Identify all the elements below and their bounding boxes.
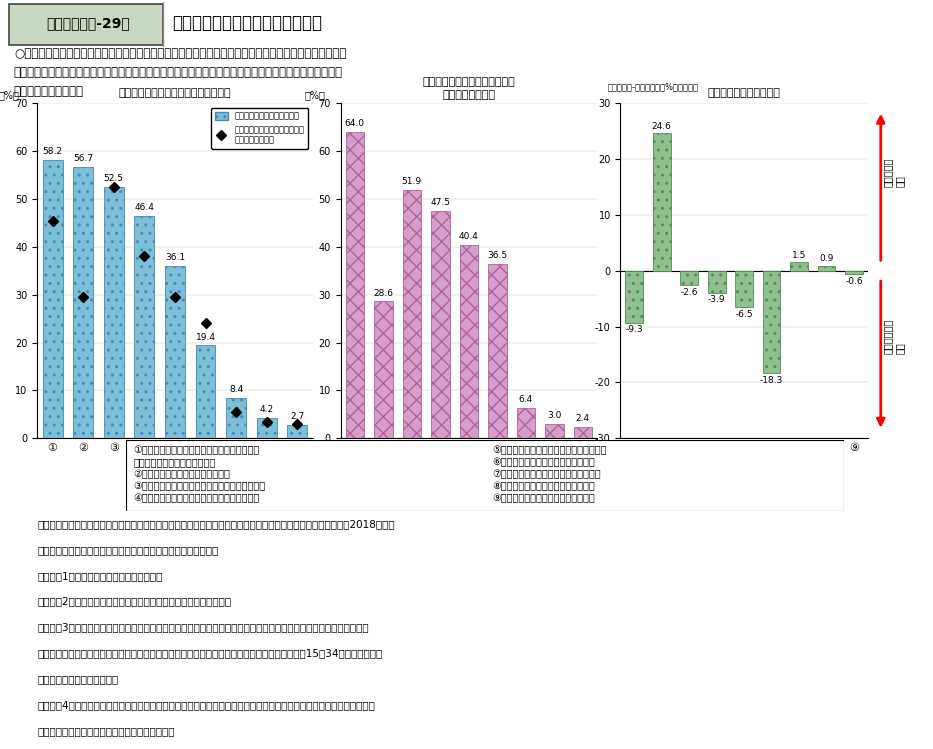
- Text: 64.0: 64.0: [345, 119, 365, 128]
- Text: 経験を積ませる」については、管理職希望者が重要だと考えているにもかかわらず、企業が十分に認: 経験を積ませる」については、管理職希望者が重要だと考えているにもかかわらず、企業…: [14, 66, 343, 79]
- Text: （%）: （%）: [0, 90, 20, 100]
- Text: に限定している。: に限定している。: [37, 674, 118, 684]
- Text: 資料出所　（独）労働政策研究・研修機構「多様な働き方の進展と人材マネジメントの在り方に関する調査」（2018年）の: 資料出所 （独）労働政策研究・研修機構「多様な働き方の進展と人材マネジメントの在…: [37, 519, 395, 529]
- Text: -18.3: -18.3: [759, 376, 783, 385]
- FancyBboxPatch shape: [9, 4, 163, 45]
- Text: 58.2: 58.2: [43, 147, 63, 156]
- Text: 2.4: 2.4: [576, 414, 590, 423]
- Text: る管理職の育成方法」を引いたもの。: る管理職の育成方法」を引いたもの。: [37, 726, 174, 736]
- Bar: [196, 345, 216, 438]
- FancyBboxPatch shape: [126, 440, 844, 511]
- Text: 2）左図は企業調査票をもとに集計した結果となっている。: 2）左図は企業調査票をもとに集計した結果となっている。: [37, 596, 231, 607]
- Bar: [134, 216, 154, 438]
- Text: 3.0: 3.0: [547, 411, 562, 420]
- Bar: [43, 160, 63, 438]
- Bar: [165, 265, 185, 438]
- Text: （%）: （%）: [304, 90, 326, 100]
- Text: （注）　1）複数回答の結果を示している。: （注） 1）複数回答の結果を示している。: [37, 571, 162, 580]
- Bar: [653, 133, 671, 271]
- Text: ②選抜型研修に優先的に参加させる: ②選抜型研修に優先的に参加させる: [133, 470, 230, 479]
- Bar: [402, 190, 421, 438]
- Text: ③多様な経験を積ませるための優先的な配置転換: ③多様な経験を積ませるための優先的な配置転換: [133, 482, 265, 491]
- Text: 24.6: 24.6: [652, 121, 672, 131]
- Text: 6.4: 6.4: [519, 395, 533, 404]
- Bar: [488, 264, 507, 438]
- Bar: [707, 271, 726, 293]
- Text: ⑨国外への留学機会を優先的に与える: ⑨国外への留学機会を優先的に与える: [493, 494, 595, 503]
- Text: 36.5: 36.5: [487, 251, 508, 260]
- Text: 3）中図は正社員調査票をもとに集計した結果であり、集計対象は、現在の役職が「役職なし」「係長、主任: 3）中図は正社員調査票をもとに集計した結果であり、集計対象は、現在の役職が「役職…: [37, 622, 369, 632]
- Bar: [226, 398, 246, 438]
- Bar: [545, 424, 564, 438]
- Text: 47.5: 47.5: [430, 198, 451, 207]
- Text: 51.9: 51.9: [402, 177, 422, 186]
- Text: -3.9: -3.9: [708, 295, 726, 304]
- Title: 企業が実施している管理職の育成方法: 企業が実施している管理職の育成方法: [118, 88, 231, 98]
- Text: 企業の方が
重視: 企業の方が 重視: [883, 158, 905, 187]
- Bar: [287, 425, 307, 438]
- Text: ⑧国内への留学機会を優先的に与える: ⑧国内への留学機会を優先的に与える: [493, 482, 595, 491]
- Bar: [762, 271, 781, 373]
- Bar: [257, 418, 276, 438]
- Text: ④経営実務に関する知識を積極的に習得させる: ④経営実務に関する知識を積極的に習得させる: [133, 494, 259, 503]
- Bar: [460, 245, 478, 438]
- Text: 管理職候補者の育成方法について: 管理職候補者の育成方法について: [173, 14, 323, 32]
- Text: ⑤他社との人材交流の機会を積極的に提供: ⑤他社との人材交流の機会を積極的に提供: [493, 446, 606, 455]
- Bar: [817, 266, 835, 271]
- Title: 企業と正社員のギャップ: 企業と正社員のギャップ: [707, 88, 781, 98]
- Bar: [625, 271, 643, 323]
- Text: -6.5: -6.5: [735, 310, 753, 319]
- Text: 1.5: 1.5: [792, 251, 806, 260]
- Text: 40.4: 40.4: [459, 232, 479, 241]
- Text: 重要な仕事の経験を積ませる: 重要な仕事の経験を積ませる: [133, 458, 216, 467]
- Bar: [431, 211, 450, 438]
- Text: 識できていない。: 識できていない。: [14, 85, 84, 98]
- Text: 第２－（３）-29図: 第２－（３）-29図: [47, 16, 131, 31]
- Bar: [345, 132, 364, 438]
- Bar: [517, 407, 536, 438]
- Text: 36.1: 36.1: [165, 252, 185, 261]
- Title: 管理職希望者が重要だと考える
管理職の育成方法: 管理職希望者が重要だと考える 管理職の育成方法: [423, 76, 515, 100]
- Legend: 早期選抜者に対する育成方法, 一般的な管理職（候補者含む）
に対する育成方法: 早期選抜者に対する育成方法, 一般的な管理職（候補者含む） に対する育成方法: [211, 108, 309, 148]
- Bar: [680, 271, 698, 285]
- Text: （「企業」-「正社員」・%ポイント）: （「企業」-「正社員」・%ポイント）: [608, 82, 699, 91]
- Text: ⑥優先的に自己啓発の費用負担をする: ⑥優先的に自己啓発の費用負担をする: [493, 458, 595, 467]
- Bar: [74, 167, 93, 438]
- Text: 4）右図は、「企業が実施している管理職の育成方法（早期選抜者へのメニュー）」から「正社員が重要と考え: 4）右図は、「企業が実施している管理職の育成方法（早期選抜者へのメニュー）」から…: [37, 700, 375, 710]
- Bar: [574, 427, 592, 438]
- Text: -2.6: -2.6: [680, 288, 698, 297]
- Text: 28.6: 28.6: [373, 288, 394, 297]
- Text: 4.2: 4.2: [259, 405, 273, 414]
- Text: ○　「優先的に自己啓発の費用負担をする」「特別なプロジェクトや中枢部門への配置など重要な仕事の: ○ 「優先的に自己啓発の費用負担をする」「特別なプロジェクトや中枢部門への配置な…: [14, 47, 346, 60]
- Text: 8.4: 8.4: [229, 385, 244, 394]
- Text: 0.9: 0.9: [819, 254, 834, 263]
- Text: -9.3: -9.3: [625, 326, 643, 335]
- Bar: [104, 187, 124, 438]
- Bar: [790, 262, 808, 271]
- Text: 2.7: 2.7: [290, 413, 304, 422]
- Text: 19.4: 19.4: [196, 333, 216, 342]
- Text: ⑦海外での勤務経験を優先的に積ませる: ⑦海外での勤務経験を優先的に積ませる: [493, 470, 601, 479]
- Text: 52.5: 52.5: [104, 175, 124, 184]
- Text: 46.4: 46.4: [134, 204, 154, 213]
- Text: 相当職」であり、管理職以上（役員含む）に昇進したいと回答している者であって、15～34歳の新卒採用者: 相当職」であり、管理職以上（役員含む）に昇進したいと回答している者であって、15…: [37, 649, 383, 658]
- Text: 正社員の方が
重視: 正社員の方が 重視: [883, 319, 905, 354]
- Text: 個票を厚生労働省労働政策担当参事官室にて独自集計: 個票を厚生労働省労働政策担当参事官室にて独自集計: [37, 545, 218, 555]
- Text: 56.7: 56.7: [73, 154, 93, 163]
- Bar: [374, 301, 393, 438]
- Text: ①特別なプロジェクトや中枢部門への配置など: ①特別なプロジェクトや中枢部門への配置など: [133, 446, 259, 455]
- Text: -0.6: -0.6: [845, 277, 863, 286]
- Bar: [845, 271, 863, 274]
- Bar: [735, 271, 753, 307]
